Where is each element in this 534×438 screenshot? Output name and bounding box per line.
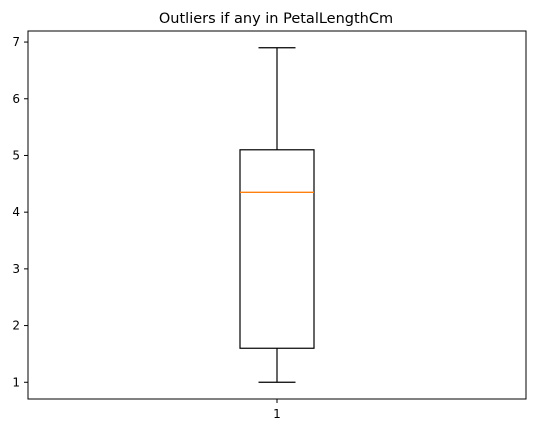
y-tick-label: 3 bbox=[12, 262, 20, 276]
y-tick-label: 2 bbox=[12, 319, 20, 333]
y-tick-label: 6 bbox=[12, 92, 20, 106]
y-tick-label: 5 bbox=[12, 148, 20, 162]
y-tick-label: 7 bbox=[12, 35, 20, 49]
y-tick-label: 1 bbox=[12, 375, 20, 389]
y-tick-label: 4 bbox=[12, 205, 20, 219]
box-iqr bbox=[239, 149, 315, 349]
x-tick-label: 1 bbox=[273, 407, 281, 421]
plot-area: 1 2 3 4 5 6 7 1 bbox=[12, 30, 527, 421]
chart-title: Outliers if any in PetalLengthCm bbox=[159, 11, 393, 27]
